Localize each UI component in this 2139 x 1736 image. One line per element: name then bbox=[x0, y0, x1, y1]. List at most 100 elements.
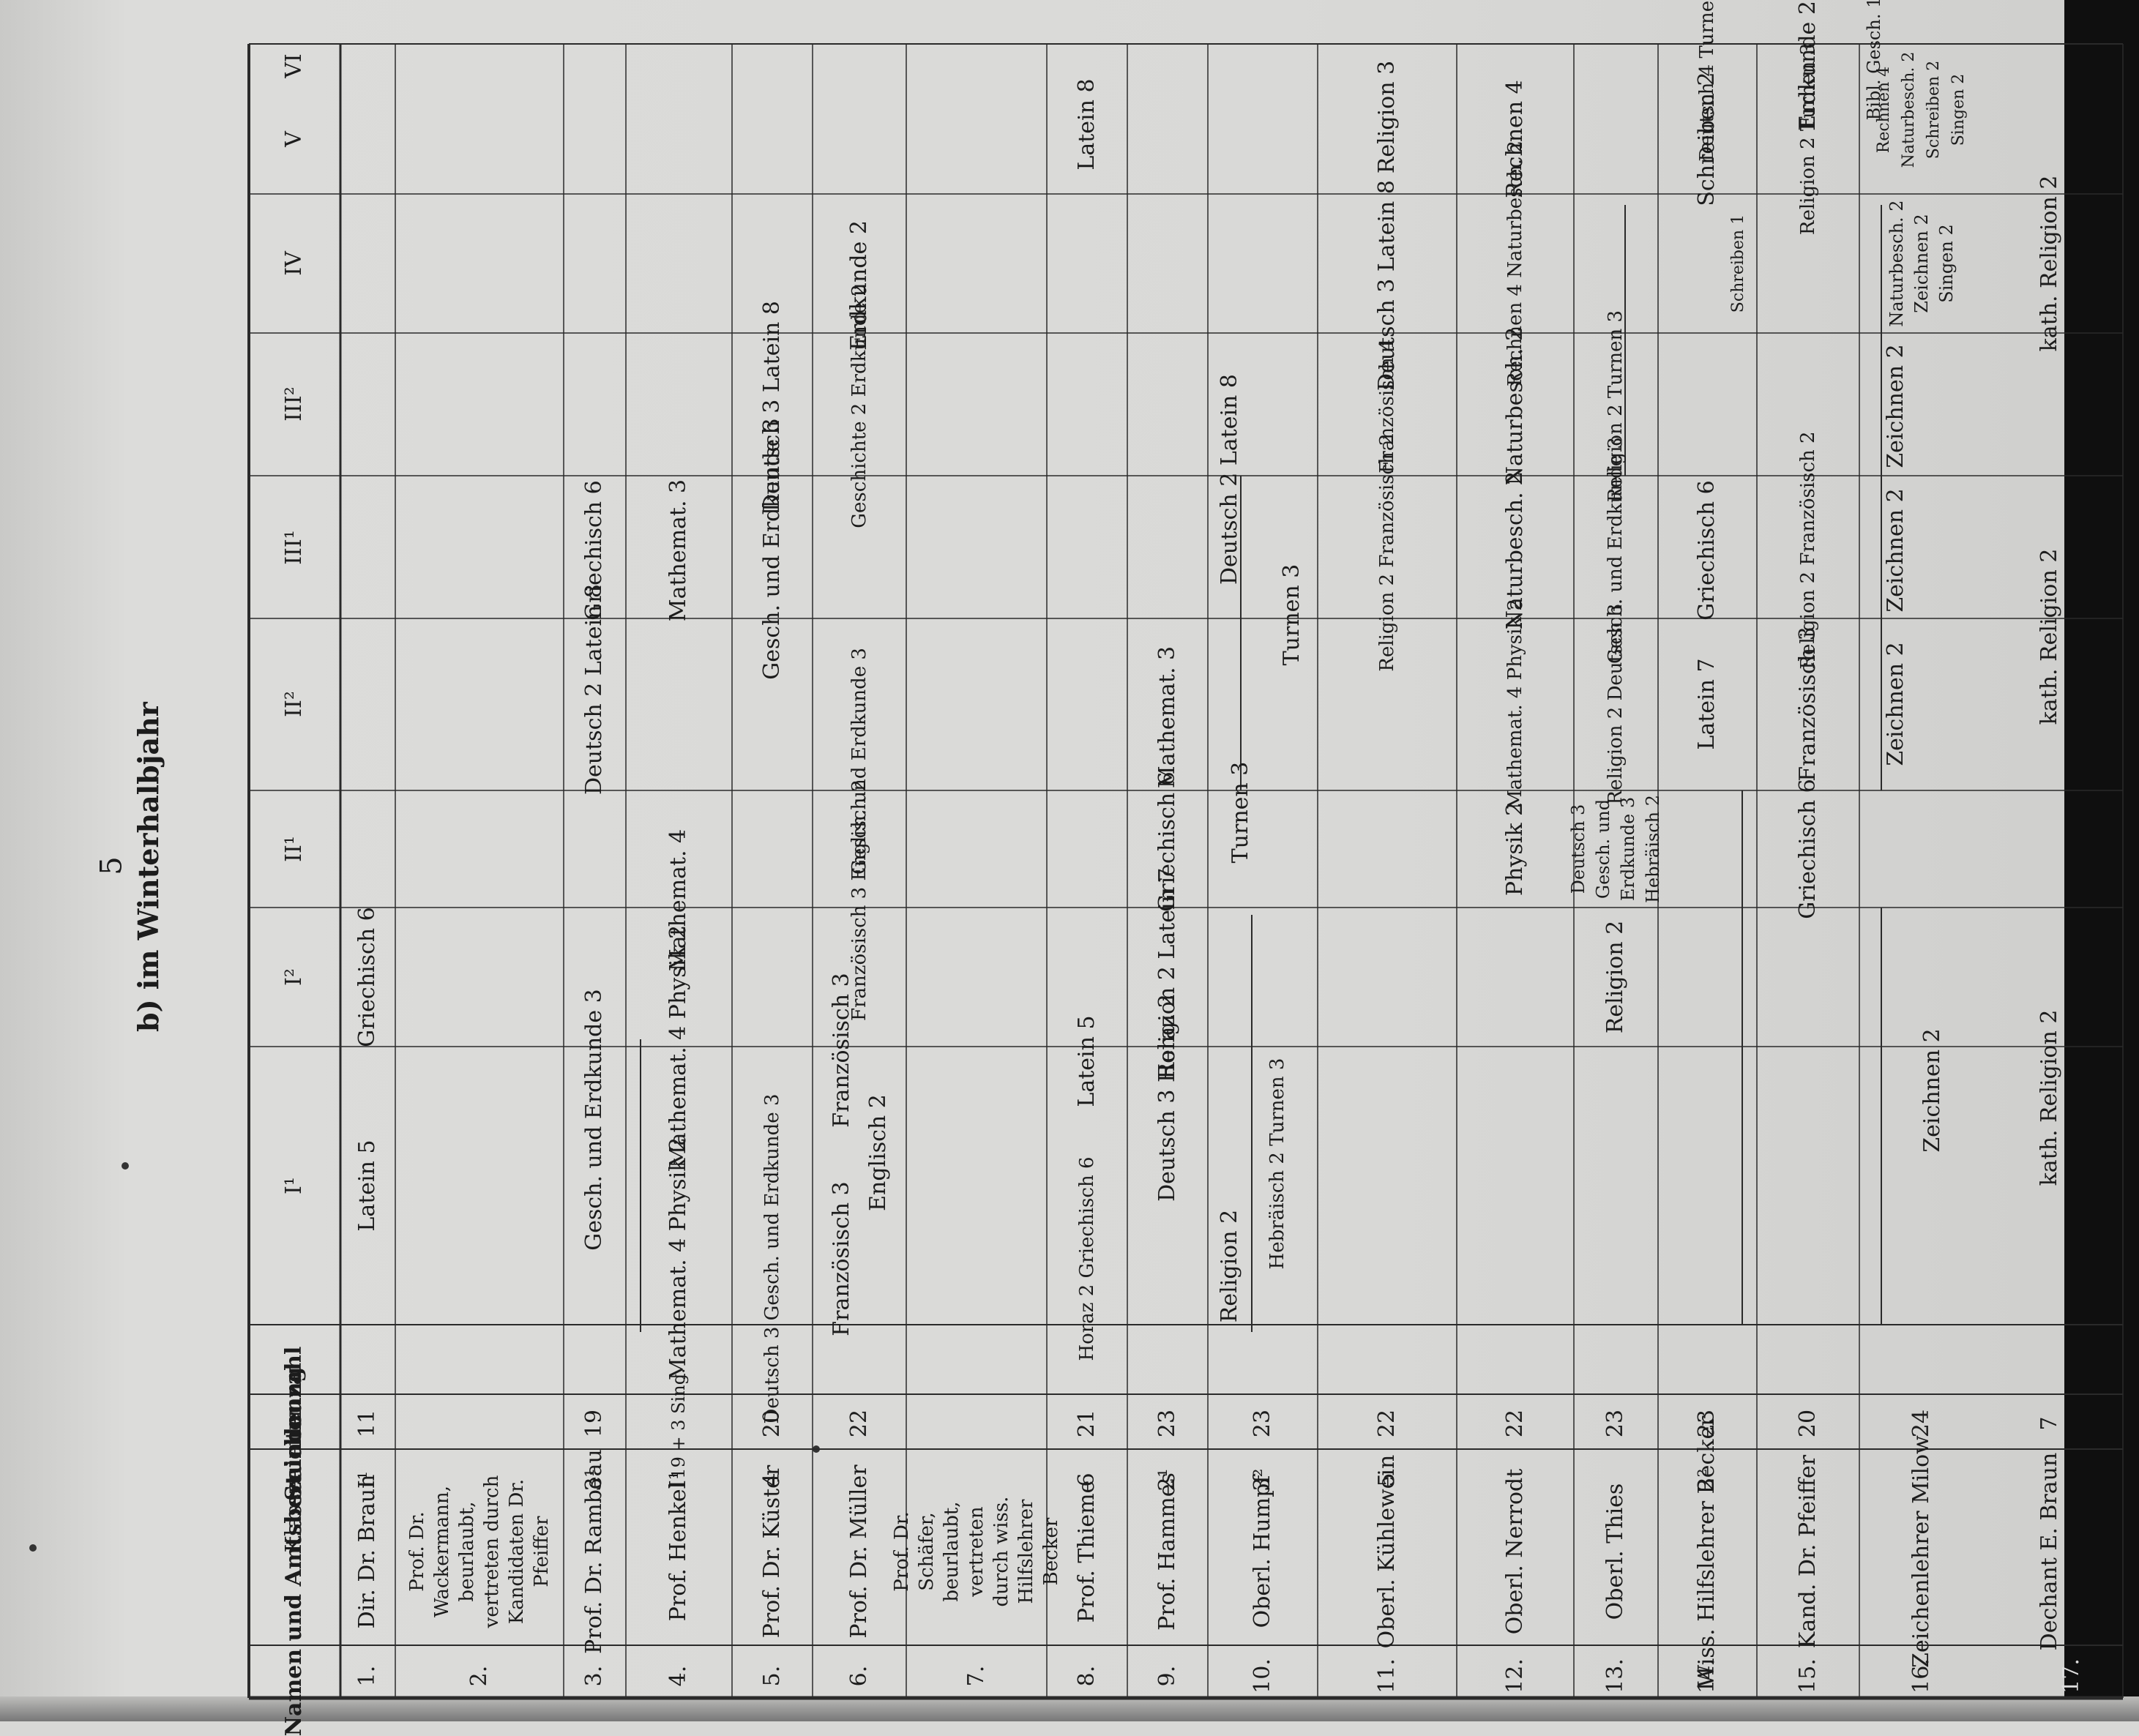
scan-dark-edge bbox=[2064, 0, 2139, 1721]
header-I2: I² bbox=[281, 968, 307, 986]
header-IV: IV bbox=[281, 251, 307, 276]
klassenleiter: 6 bbox=[1074, 1473, 1100, 1487]
stundenzahl: 11 bbox=[354, 1409, 380, 1438]
subject-cell: Latein 8 bbox=[1074, 78, 1100, 171]
ink-dot bbox=[122, 1162, 129, 1170]
subject-cell: Turnen 3 bbox=[1279, 564, 1304, 666]
subject-cell: Schreiben 1 bbox=[1729, 214, 1747, 313]
row-number: 6. bbox=[846, 1665, 872, 1687]
subject-cell: Mathemat. 4 Physik 2 bbox=[1504, 599, 1526, 809]
klassenleiter: 5 bbox=[1374, 1473, 1400, 1487]
subject-cell: Zeichnen 2 bbox=[1883, 642, 1908, 766]
subject-cell: Horaz 2 Griechisch 6 bbox=[1076, 1156, 1098, 1361]
teacher-name: Prof. Dr. Müller bbox=[846, 1464, 872, 1639]
subject-cell: Gesch. und Erdkunde 3 bbox=[848, 648, 870, 875]
subject-cell: Deutsch 4 Turnen 3 bbox=[1696, 0, 1718, 162]
subject-cell: Zeichnen 2 bbox=[1883, 344, 1908, 468]
klassenleiter: I¹ bbox=[354, 1471, 380, 1489]
subject-cell: Latein 5 bbox=[1074, 1015, 1100, 1107]
stundenzahl: 23 bbox=[1694, 1409, 1720, 1438]
row-number: 15. bbox=[1795, 1658, 1821, 1694]
subject-cell: Turnen 3 bbox=[1228, 761, 1253, 864]
header-II2: II² bbox=[281, 691, 307, 717]
klassenleiter: 4 bbox=[759, 1473, 785, 1487]
subject-cell: Religion 3 bbox=[1374, 60, 1400, 174]
subject-cell: Naturbesch. 2 Zeichnen 2 Singen 2 bbox=[1886, 200, 1957, 327]
subject-cell: kath. Religion 2 bbox=[2037, 175, 2062, 352]
stundenzahl: 7 bbox=[2037, 1416, 2062, 1431]
stundenzahl: 22 bbox=[846, 1409, 872, 1438]
header-III1: III¹ bbox=[281, 530, 307, 565]
subject-cell: Zeichnen 2 bbox=[1883, 488, 1908, 613]
subject-cell: Hebräisch 2 Turnen 3 bbox=[1266, 1058, 1288, 1270]
subject-cell: Latein 5 bbox=[354, 1140, 380, 1232]
klassenleiter: 3¹ bbox=[581, 1468, 607, 1492]
row-number: 7. bbox=[963, 1665, 989, 1687]
subject-cell: Religion 2 bbox=[1217, 1209, 1242, 1323]
subject-cell: kath. Religion 2 bbox=[2037, 548, 2062, 725]
row-number: 10. bbox=[1250, 1658, 1275, 1694]
teacher-name: Prof. Thieme bbox=[1074, 1480, 1100, 1623]
stundenzahl: 19 bbox=[581, 1409, 607, 1438]
row-number: 11. bbox=[1374, 1658, 1400, 1694]
subject-cell: Rechnen 4 bbox=[1502, 80, 1528, 198]
teacher-name: Prof. Dr. Schäfer, beurlaubt, vertreten … bbox=[891, 1496, 1062, 1607]
subject-cell: Deutsch 3 Latein 8 bbox=[759, 300, 785, 512]
row-number: 4. bbox=[665, 1665, 691, 1687]
stundenzahl: 22 bbox=[1374, 1409, 1400, 1438]
subject-cell: kath. Religion 2 bbox=[2037, 1009, 2062, 1186]
teacher-name: Prof. Dr. Küster bbox=[759, 1464, 785, 1639]
subject-cell: Religion 2 Turnen 3 bbox=[1605, 310, 1627, 503]
subject-cell: Rechnen 4 Naturbesch. 2 Schreiben 2 Sing… bbox=[1875, 51, 1968, 168]
teacher-name: Prof. Dr. Wackermann, beurlaubt, vertret… bbox=[406, 1475, 553, 1628]
header-stundenzahl: Stundenzahl bbox=[281, 1346, 307, 1501]
subject-cell: Griechisch 6 bbox=[1795, 779, 1821, 919]
subject-cell: Zeichnen 2 bbox=[1919, 1028, 1945, 1153]
teacher-name: Oberl. Thies bbox=[1602, 1483, 1628, 1620]
subject-cell: Mathemat. 3 bbox=[1154, 646, 1180, 789]
subject-cell: Französisch 3 bbox=[829, 1181, 854, 1336]
header-III2: III² bbox=[281, 386, 307, 422]
subject-cell: Griechisch 6 bbox=[581, 480, 607, 621]
stundenzahl: 23 bbox=[1250, 1409, 1275, 1438]
teacher-name: Prof. Henkel bbox=[665, 1481, 691, 1622]
klassenleiter: 2¹ bbox=[1154, 1468, 1180, 1492]
subject-cell: Englisch 2 bbox=[865, 1094, 891, 1211]
header-II1: II¹ bbox=[281, 836, 307, 862]
header-V: V bbox=[281, 131, 307, 147]
ink-dot bbox=[29, 1544, 37, 1552]
subject-cell: Religion 2 Französisch 2 bbox=[1797, 431, 1819, 670]
row-number: 13. bbox=[1602, 1658, 1628, 1694]
header-I1: I¹ bbox=[281, 1177, 307, 1194]
row-number: 2. bbox=[466, 1665, 492, 1687]
subject-cell: Erdkunde 2 bbox=[846, 220, 872, 351]
subject-cell: Griechisch 6 bbox=[1694, 480, 1720, 621]
teacher-name: Kand. Dr. Pfeiffer bbox=[1795, 1454, 1821, 1649]
stundenzahl: 21 bbox=[1074, 1409, 1100, 1438]
teacher-name: Oberl. Humpf bbox=[1250, 1475, 1275, 1628]
row-number: 9. bbox=[1154, 1665, 1180, 1687]
subject-cell: Griechisch 6 bbox=[1154, 771, 1180, 912]
klassenleiter: 3² bbox=[1250, 1468, 1275, 1492]
stundenzahl: 19 + 3 Sing. bbox=[668, 1368, 689, 1479]
subject-cell: Griechisch 6 bbox=[354, 907, 380, 1047]
stundenzahl: 22 bbox=[1502, 1409, 1528, 1438]
subject-cell: Bibl. Gesch. 1 bbox=[1864, 0, 1884, 121]
subject-cell: Deutsch 2 Latein 8 bbox=[1217, 373, 1242, 585]
subject-cell: Mathemat. 4 bbox=[665, 828, 691, 972]
subject-cell: Gesch. und Erdkunde 3 bbox=[581, 989, 607, 1251]
scan-bottom-edge bbox=[0, 1696, 2139, 1721]
subject-cell: Erdkunde 2 bbox=[1795, 1, 1821, 131]
teacher-name: Zeichenlehrer Milow bbox=[1908, 1435, 1934, 1668]
subject-cell: Physik 2 bbox=[1502, 801, 1528, 897]
subject-cell: Deutsch 3 Latein 8 bbox=[1374, 179, 1400, 392]
subject-cell: Religion 2 bbox=[1602, 920, 1628, 1034]
row-number: 17. bbox=[2058, 1658, 2084, 1694]
teacher-name: Oberl. Nerrodt bbox=[1502, 1468, 1528, 1635]
row-number: 8. bbox=[1074, 1665, 1100, 1687]
teacher-name: Dir. Dr. Braun bbox=[354, 1474, 380, 1629]
teacher-name: Wiss. Hilfslehrer Becker bbox=[1694, 1415, 1720, 1688]
stundenzahl: 24 bbox=[1908, 1409, 1934, 1438]
